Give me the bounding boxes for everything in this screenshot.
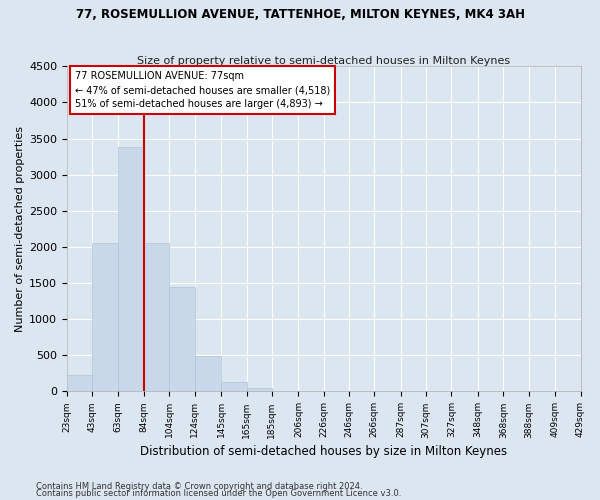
X-axis label: Distribution of semi-detached houses by size in Milton Keynes: Distribution of semi-detached houses by … xyxy=(140,444,508,458)
Text: 77 ROSEMULLION AVENUE: 77sqm
← 47% of semi-detached houses are smaller (4,518)
5: 77 ROSEMULLION AVENUE: 77sqm ← 47% of se… xyxy=(75,71,330,109)
Bar xyxy=(92,244,118,392)
Bar xyxy=(67,375,92,392)
Bar xyxy=(195,356,221,392)
Title: Size of property relative to semi-detached houses in Milton Keynes: Size of property relative to semi-detach… xyxy=(137,56,511,66)
Bar xyxy=(247,388,272,392)
Bar xyxy=(221,382,247,392)
Bar xyxy=(169,286,195,392)
Text: 77, ROSEMULLION AVENUE, TATTENHOE, MILTON KEYNES, MK4 3AH: 77, ROSEMULLION AVENUE, TATTENHOE, MILTO… xyxy=(76,8,524,20)
Text: Contains public sector information licensed under the Open Government Licence v3: Contains public sector information licen… xyxy=(36,490,401,498)
Y-axis label: Number of semi-detached properties: Number of semi-detached properties xyxy=(15,126,25,332)
Text: Contains HM Land Registry data © Crown copyright and database right 2024.: Contains HM Land Registry data © Crown c… xyxy=(36,482,362,491)
Bar xyxy=(118,147,144,392)
Bar xyxy=(144,244,169,392)
